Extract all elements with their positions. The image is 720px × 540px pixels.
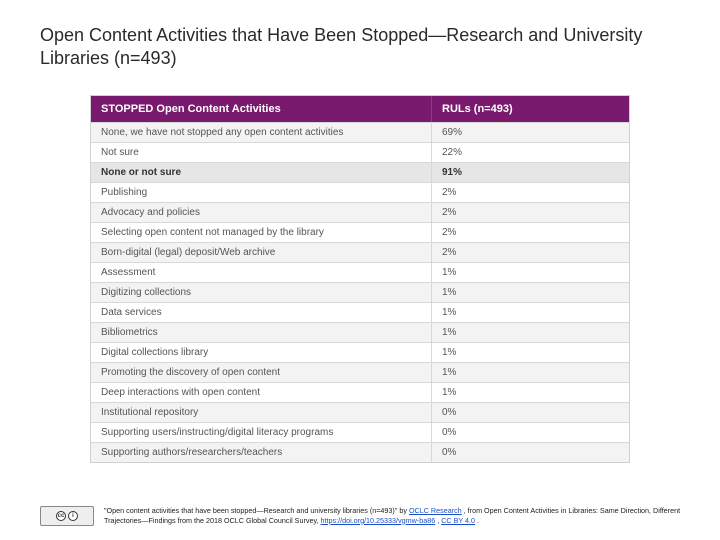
cell-value: 2%: [431, 183, 629, 202]
cell-activity: Digital collections library: [91, 343, 431, 362]
cc-by-link[interactable]: CC BY 4.0: [441, 516, 475, 525]
table-row: Data services1%: [91, 302, 629, 322]
attr-post: .: [477, 516, 479, 525]
stopped-activities-table: STOPPED Open Content Activities RULs (n=…: [90, 95, 630, 463]
col-header-value: RULs (n=493): [431, 96, 629, 122]
table-row: Assessment1%: [91, 262, 629, 282]
cell-activity: Deep interactions with open content: [91, 383, 431, 402]
cell-value: 2%: [431, 243, 629, 262]
cell-activity: Supporting authors/researchers/teachers: [91, 443, 431, 462]
cell-value: 22%: [431, 143, 629, 162]
table-row: Selecting open content not managed by th…: [91, 222, 629, 242]
table-row: Supporting users/instructing/digital lit…: [91, 422, 629, 442]
table-row: Born-digital (legal) deposit/Web archive…: [91, 242, 629, 262]
cell-value: 2%: [431, 223, 629, 242]
slide-title: Open Content Activities that Have Been S…: [40, 24, 680, 71]
table-header-row: STOPPED Open Content Activities RULs (n=…: [91, 96, 629, 122]
cell-activity: Bibliometrics: [91, 323, 431, 342]
table-row: Bibliometrics1%: [91, 322, 629, 342]
cell-activity: Supporting users/instructing/digital lit…: [91, 423, 431, 442]
cell-value: 1%: [431, 323, 629, 342]
table-row: Advocacy and policies2%: [91, 202, 629, 222]
cc-by-icon: cc i: [40, 506, 94, 526]
table-row: None or not sure91%: [91, 162, 629, 182]
table-row: Publishing2%: [91, 182, 629, 202]
cell-value: 1%: [431, 383, 629, 402]
cell-activity: Advocacy and policies: [91, 203, 431, 222]
by-mark-icon: i: [68, 511, 78, 521]
cell-activity: Publishing: [91, 183, 431, 202]
table-row: Institutional repository0%: [91, 402, 629, 422]
cell-value: 1%: [431, 283, 629, 302]
table-row: Supporting authors/researchers/teachers0…: [91, 442, 629, 462]
cell-value: 0%: [431, 423, 629, 442]
cell-value: 0%: [431, 443, 629, 462]
table-row: Promoting the discovery of open content1…: [91, 362, 629, 382]
cell-value: 91%: [431, 163, 629, 182]
col-header-activity: STOPPED Open Content Activities: [91, 96, 431, 122]
cell-activity: Data services: [91, 303, 431, 322]
table-row: None, we have not stopped any open conte…: [91, 122, 629, 142]
table-row: Not sure22%: [91, 142, 629, 162]
attr-pre: "Open content activities that have been …: [104, 506, 409, 515]
cell-value: 0%: [431, 403, 629, 422]
attribution-footer: cc i "Open content activities that have …: [40, 506, 690, 526]
cc-mark-icon: cc: [56, 511, 66, 521]
cell-value: 2%: [431, 203, 629, 222]
cell-activity: Institutional repository: [91, 403, 431, 422]
cell-activity: Assessment: [91, 263, 431, 282]
cell-activity: Not sure: [91, 143, 431, 162]
doi-link[interactable]: https://doi.org/10.25333/vgmw-ba86: [321, 516, 436, 525]
cell-value: 1%: [431, 263, 629, 282]
table-row: Deep interactions with open content1%: [91, 382, 629, 402]
attribution-text: "Open content activities that have been …: [104, 506, 690, 525]
table-row: Digitizing collections1%: [91, 282, 629, 302]
cell-activity: Promoting the discovery of open content: [91, 363, 431, 382]
cell-activity: None or not sure: [91, 163, 431, 182]
cell-value: 1%: [431, 363, 629, 382]
cell-value: 1%: [431, 343, 629, 362]
cell-value: 69%: [431, 123, 629, 142]
cell-activity: Digitizing collections: [91, 283, 431, 302]
cell-activity: Selecting open content not managed by th…: [91, 223, 431, 242]
cell-value: 1%: [431, 303, 629, 322]
oclc-research-link[interactable]: OCLC Research: [409, 506, 462, 515]
cell-activity: None, we have not stopped any open conte…: [91, 123, 431, 142]
cell-activity: Born-digital (legal) deposit/Web archive: [91, 243, 431, 262]
table-row: Digital collections library1%: [91, 342, 629, 362]
